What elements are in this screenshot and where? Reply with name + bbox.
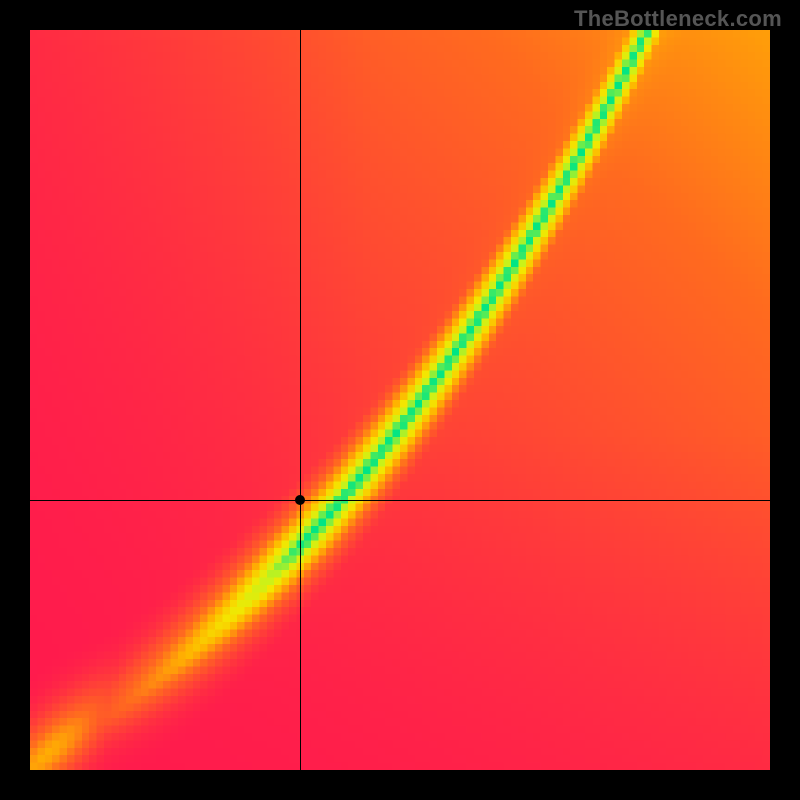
crosshair-marker (295, 495, 305, 505)
root: TheBottleneck.com (0, 0, 800, 800)
crosshair-vertical (300, 30, 301, 770)
plot-frame (30, 30, 770, 770)
watermark-text: TheBottleneck.com (574, 6, 782, 32)
heatmap-canvas (30, 30, 770, 770)
crosshair-horizontal (30, 500, 770, 501)
